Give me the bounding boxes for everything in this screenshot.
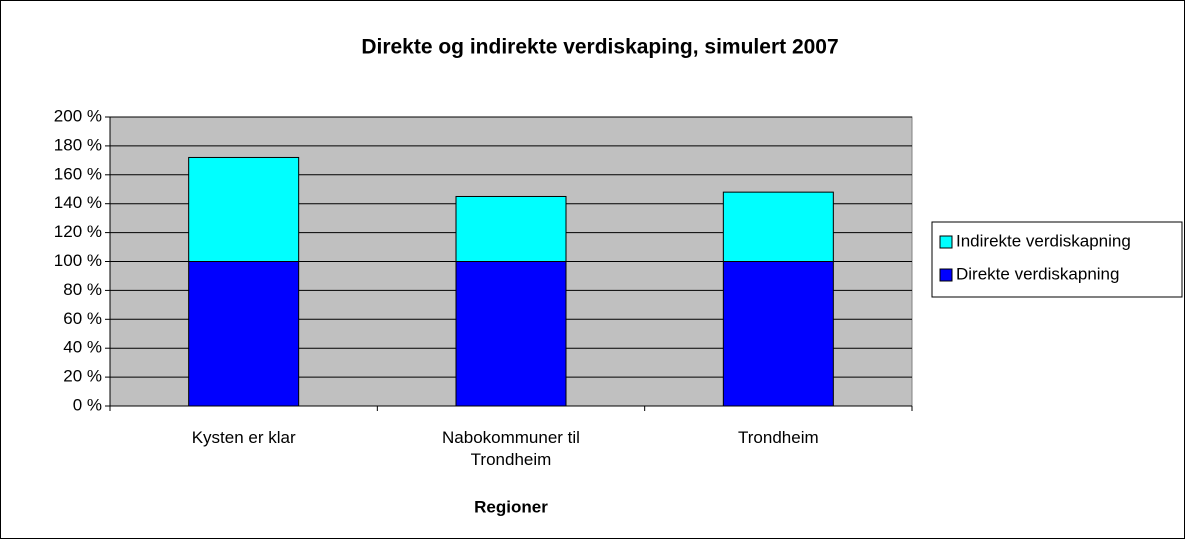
y-tick-label: 20 % (63, 367, 102, 386)
legend-swatch (939, 268, 953, 282)
legend-label: Indirekte verdiskapning (956, 231, 1131, 250)
legend-box (931, 221, 1183, 298)
x-tick-label: Kysten er klar (191, 428, 296, 447)
bar-segment (722, 191, 834, 262)
bar-segment (188, 261, 300, 407)
y-tick-label: 180 % (54, 135, 102, 154)
legend-label: Direkte verdiskapning (956, 264, 1119, 283)
x-axis-label: Regioner (474, 497, 548, 516)
y-tick-label: 40 % (63, 338, 102, 357)
y-tick-label: 80 % (63, 280, 102, 299)
bar-segment (455, 261, 567, 407)
chart-title: Direkte og indirekte verdiskaping, simul… (361, 36, 838, 59)
y-tick-label: 160 % (54, 164, 102, 183)
y-tick-label: 120 % (54, 222, 102, 241)
y-tick-label: 140 % (54, 193, 102, 212)
legend-swatch (939, 235, 953, 249)
x-tick-label: Nabokommuner til Trondheim (442, 428, 580, 469)
y-tick-label: 60 % (63, 309, 102, 328)
y-tick-label: 200 % (54, 106, 102, 125)
x-tick-label: Trondheim (738, 428, 819, 447)
bar-segment (455, 195, 567, 263)
y-tick-label: 100 % (54, 251, 102, 270)
y-tick-label: 0 % (73, 395, 102, 414)
bar-segment (188, 156, 300, 263)
bar-segment (722, 261, 834, 407)
